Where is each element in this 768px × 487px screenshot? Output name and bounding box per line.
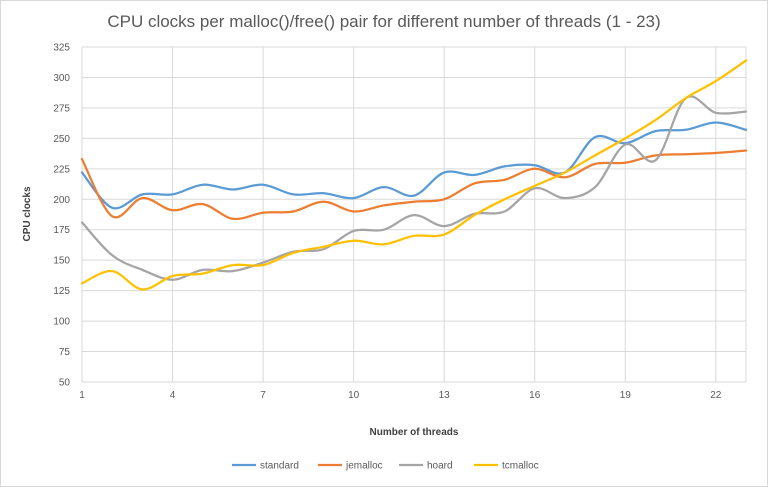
x-tick-label: 22	[710, 390, 722, 401]
y-tick-label: 275	[53, 103, 70, 114]
x-tick-label: 1	[79, 390, 85, 401]
y-tick-label: 150	[53, 256, 70, 267]
y-tick-label: 200	[53, 195, 70, 206]
chart-title: CPU clocks per malloc()/free() pair for …	[107, 12, 660, 31]
x-tick-label: 10	[348, 390, 360, 401]
x-axis-title: Number of threads	[370, 427, 459, 438]
y-tick-label: 325	[53, 43, 70, 54]
y-tick-label: 175	[53, 225, 70, 236]
y-tick-label: 125	[53, 286, 70, 297]
legend-label-standard: standard	[260, 461, 299, 472]
y-axis-title: CPU clocks	[22, 186, 33, 241]
y-tick-label: 300	[53, 73, 70, 84]
y-tick-label: 75	[59, 347, 71, 358]
x-tick-label: 7	[260, 390, 266, 401]
y-tick-label: 100	[53, 317, 70, 328]
gridlines	[81, 46, 747, 383]
series-line-hoard	[80, 95, 748, 281]
y-tick-label: 50	[59, 378, 71, 389]
y-tick-label: 225	[53, 164, 70, 175]
legend-label-jemalloc: jemalloc	[345, 461, 383, 472]
x-tick-label: 19	[620, 390, 632, 401]
x-tick-label: 4	[170, 390, 176, 401]
legend: standard jemalloc hoard tcmalloc	[232, 461, 539, 472]
x-tick-label: 13	[439, 390, 451, 401]
series-line-jemalloc	[80, 149, 748, 221]
x-tick-label: 16	[529, 390, 541, 401]
series-lines	[80, 59, 748, 291]
legend-label-hoard: hoard	[427, 461, 453, 472]
tick-labels: 50 75 100 125 150 175 200 225 250 275 300 325 1 4 7 10 1…	[53, 43, 722, 402]
y-tick-label: 250	[53, 134, 70, 145]
series-line-tcmalloc	[80, 59, 748, 291]
series-line-standard	[80, 121, 748, 210]
legend-label-tcmalloc: tcmalloc	[502, 461, 539, 472]
